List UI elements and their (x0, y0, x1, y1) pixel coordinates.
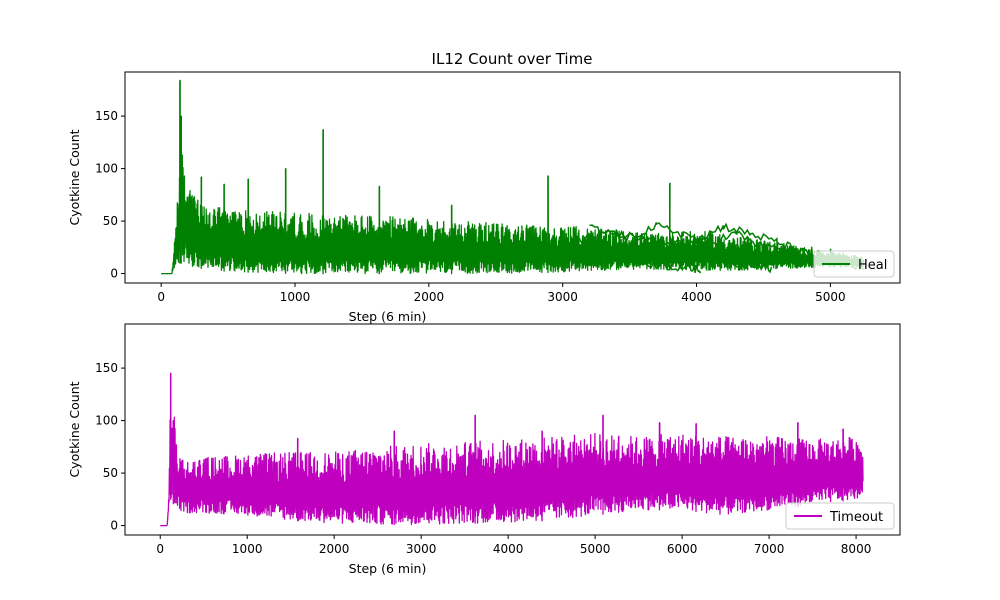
x-tick-label: 2000 (414, 290, 445, 304)
y-tick-label: 0 (110, 519, 118, 533)
x-tick-label: 6000 (667, 542, 698, 556)
x-tick-label: 5000 (580, 542, 611, 556)
x-tick-label: 7000 (754, 542, 785, 556)
trajectory-line (562, 237, 702, 274)
legend-label: Heal (858, 258, 887, 273)
legend-box (813, 250, 895, 278)
x-tick-label: 8000 (841, 542, 872, 556)
x-tick-label: 5000 (815, 290, 846, 304)
legend-label: Timeout (829, 510, 883, 525)
y-tick-label: 150 (95, 109, 118, 123)
plot-area (159, 372, 864, 527)
y-tick-label: 50 (103, 214, 118, 228)
x-tick-label: 3000 (406, 542, 437, 556)
plot-area (160, 79, 865, 275)
legend: Heal (813, 250, 895, 278)
axes-frame (124, 71, 901, 284)
series-line-timeout (159, 372, 864, 527)
axes-frame (124, 323, 901, 536)
y-axis-label: Cyotkine Count (67, 381, 82, 477)
y-tick-label: 100 (95, 162, 118, 176)
x-tick-label: 0 (156, 542, 164, 556)
y-axis-label: Cyotkine Count (67, 129, 82, 225)
trajectory-line (575, 233, 773, 274)
y-tick-label: 100 (95, 414, 118, 428)
x-tick-label: 0 (157, 290, 165, 304)
heal-panel: 0 1000 2000 3000 4000 5000 0 50 100 150 Step (6 mi… (67, 71, 901, 324)
x-tick-label: 4000 (681, 290, 712, 304)
y-tick-label: 0 (110, 267, 118, 281)
y-tick-label: 150 (95, 361, 118, 375)
x-tick-label: 2000 (319, 542, 350, 556)
x-tick-label: 3000 (547, 290, 578, 304)
timeout-panel: 0 1000 2000 3000 4000 5000 6000 7000 8000 0 50 100 1… (67, 323, 901, 576)
legend-box (785, 502, 895, 530)
x-tick-label: 1000 (280, 290, 311, 304)
x-axis-label: Step (6 min) (349, 309, 427, 324)
x-axis-label: Step (6 min) (349, 561, 427, 576)
x-tick-label: 1000 (232, 542, 263, 556)
x-tick-label: 4000 (493, 542, 524, 556)
series-line-heal (160, 79, 865, 275)
figure-title: IL12 Count over Time (432, 50, 593, 68)
legend: Timeout (785, 502, 895, 530)
y-tick-label: 50 (103, 466, 118, 480)
